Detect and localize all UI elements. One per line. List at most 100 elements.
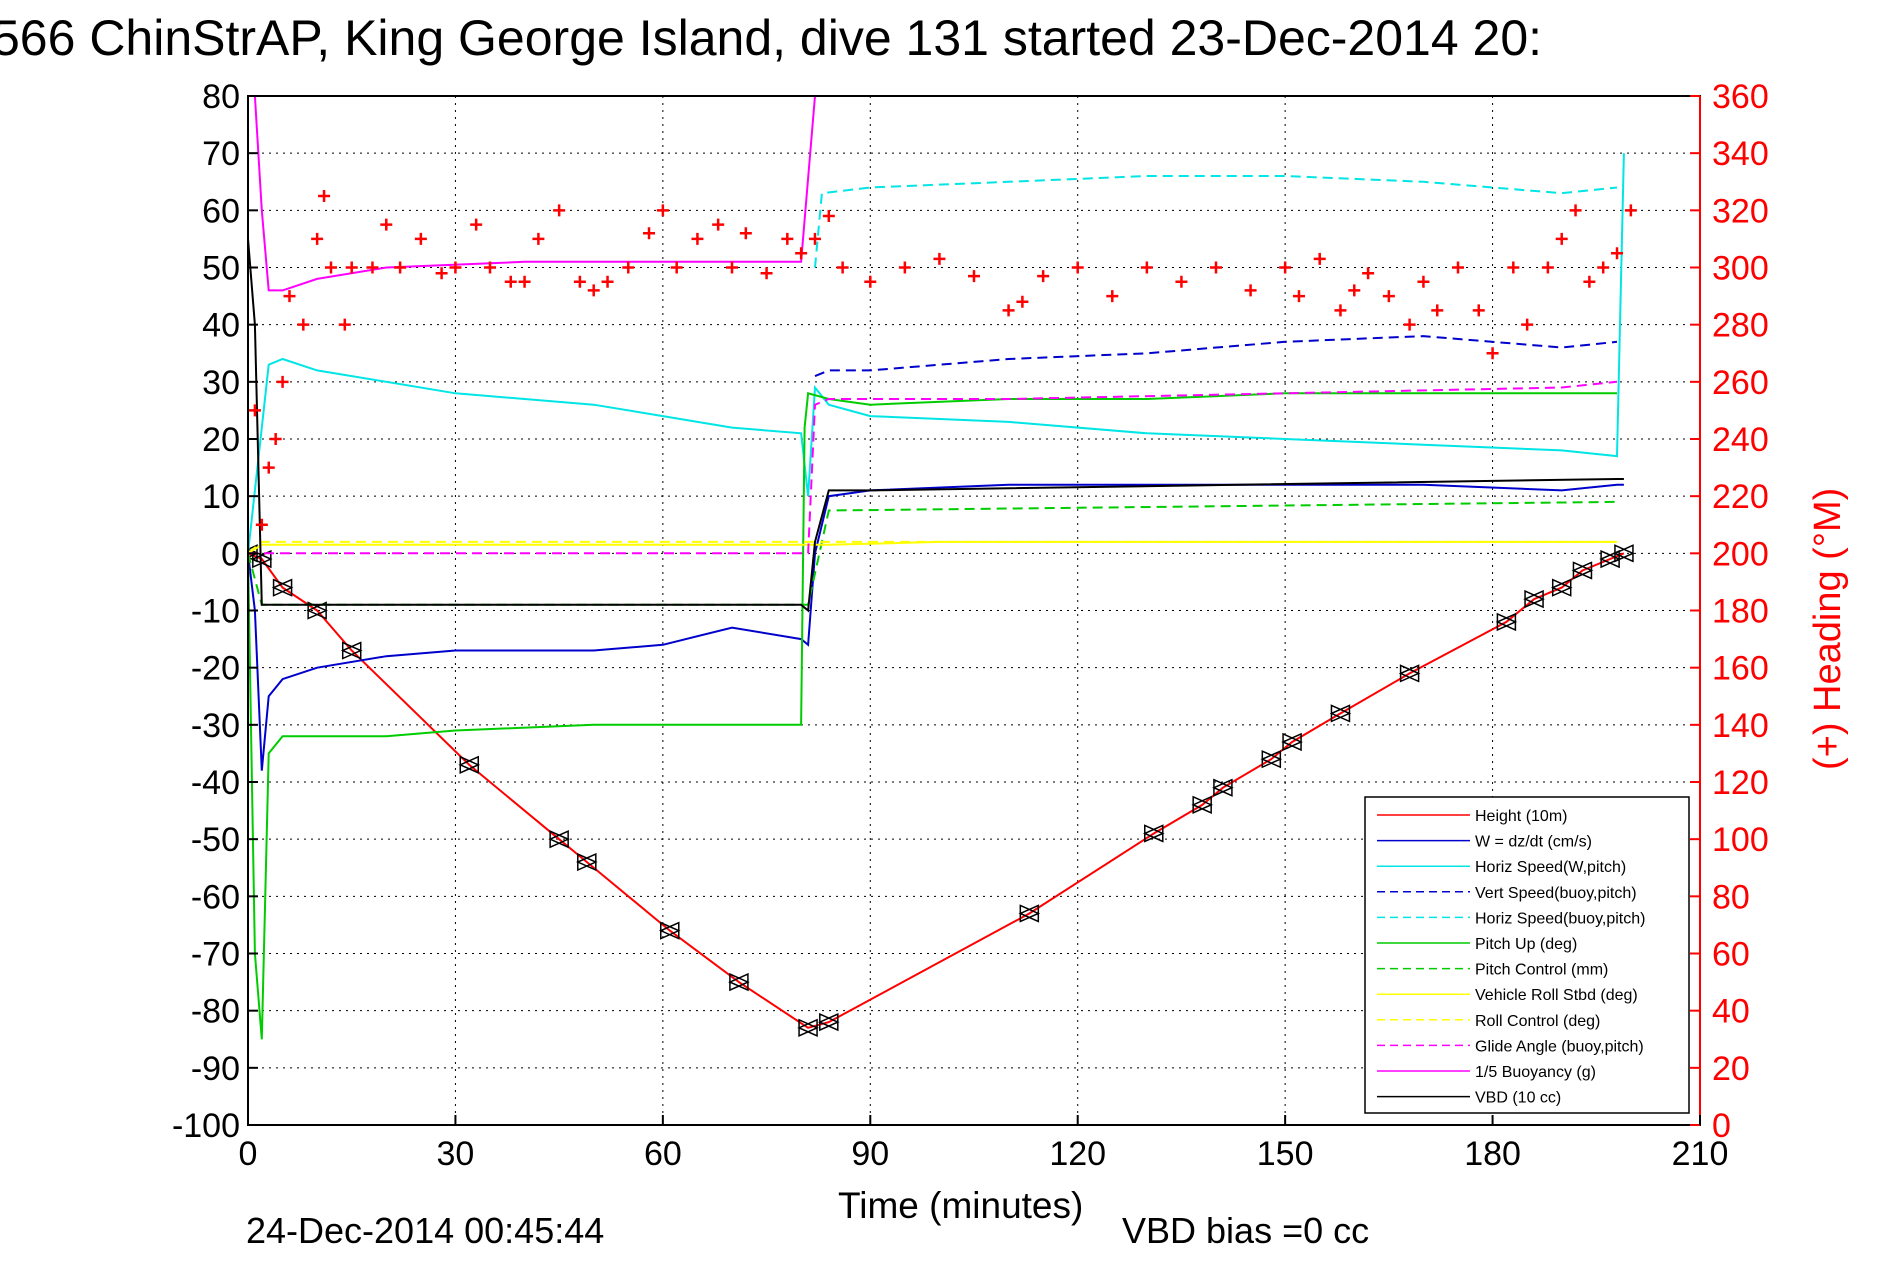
heading-point [670,261,683,274]
y-tick-label: -80 [191,993,240,1031]
y2-tick-label: 160 [1712,650,1769,688]
x-tick-label: 60 [644,1135,682,1173]
heading-point [1624,204,1637,217]
y-tick-label: 0 [221,535,240,573]
heading-point [1382,290,1395,303]
height-marker [1329,704,1352,723]
y-axis-left: 80 70 60 50 40 30 20 10 0 -10 -20 -30 -40 -50 -60 -70 -8… [172,78,258,1145]
heading-point [712,218,725,231]
height-marker [797,1018,819,1037]
heading-point [760,267,773,280]
height-marker [728,972,750,992]
heading-point [1521,318,1534,331]
series-line-vert-speed-buoy-pitch [814,335,1618,378]
heading-point [808,232,821,245]
series-group [248,96,1637,1040]
heading-point [968,270,980,283]
heading-point [1555,232,1568,245]
heading-point [1403,318,1416,331]
series-line-w-dz-dt-cm-s [248,483,1624,771]
heading-point [1071,261,1084,274]
height-marker [458,755,481,775]
series-line-vbd-10-cc [248,238,1624,613]
chart-title: 566 ChinStrAP, King George Island, dive … [0,10,1542,66]
y2-tick-label: 360 [1712,78,1769,116]
y2-tick-label: 100 [1712,821,1769,859]
height-marker [1613,544,1635,563]
heading-point [1431,304,1444,317]
heading-point [380,218,393,231]
legend-label: Glide Angle (buoy,pitch) [1475,1038,1644,1055]
heading-point [532,232,545,245]
height-marker [658,921,681,940]
series-line-glide-angle-buoy-pitch [248,380,1618,555]
heading-point [297,318,310,331]
x-tick-label: 0 [239,1135,258,1173]
legend-box [1364,796,1690,1114]
legend-label: 1/5 Buoyancy (g) [1475,1064,1596,1081]
y-tick-label: 80 [202,78,240,116]
y2-tick-label: 180 [1712,593,1769,631]
y-tick-label: -50 [191,821,240,859]
heading-point [587,284,600,297]
series-line-height-10m [248,552,1625,1029]
y2-tick-label: 260 [1712,364,1769,402]
heading-point [726,261,738,274]
heading-point [781,232,794,245]
heading-point [656,204,669,217]
y-tick-label: 50 [202,250,240,288]
heading-point [435,267,448,280]
heading-point [1210,261,1222,274]
height-marker [1550,578,1573,597]
heading-point [1507,261,1520,274]
x-axis: 0 30 60 90 120 150 180 210 [239,1115,1728,1173]
y-tick-label: 60 [202,192,240,230]
heading-point [1244,284,1257,297]
series-line-horiz-speed-w-pitch [248,153,1625,554]
y2-tick-label: 240 [1712,421,1769,459]
y-tick-label: 20 [202,421,240,459]
heading-point [1348,284,1361,297]
height-marker [1018,904,1041,923]
y-tick-label: -60 [191,878,240,916]
height-marker [575,852,598,872]
heading-point [622,261,635,274]
heading-point [1002,304,1015,317]
heading-point [1292,290,1305,303]
y-tick-label: 10 [202,478,240,516]
heading-point [1452,261,1464,274]
heading-point [276,375,289,388]
height-marker [817,1012,840,1032]
series-heading [248,190,1637,531]
height-marker [1260,749,1283,769]
height-marker [1191,795,1214,815]
heading-point [601,275,614,288]
y-tick-label: 70 [202,135,240,173]
heading-point [1541,261,1554,274]
y-tick-label: 40 [202,307,240,345]
heading-point [248,404,261,417]
heading-point [324,261,337,274]
heading-point [933,252,946,265]
y2-tick-label: 0 [1712,1107,1731,1145]
x-tick-label: 120 [1049,1135,1106,1173]
height-marker [1495,612,1518,632]
y2-tick-label: 140 [1712,707,1769,745]
legend-label: Pitch Up (deg) [1475,936,1577,953]
heading-point [573,275,586,288]
heading-point [345,261,358,274]
heading-point [394,261,407,274]
series-line-roll-control-deg [248,540,1617,555]
height-marker [340,641,363,660]
heading-point [898,261,911,274]
legend-label: VBD (10 cc) [1475,1090,1561,1107]
heading-point [1362,267,1375,280]
heading-point [366,261,379,274]
heading-point [1569,204,1582,217]
heading-point [1279,261,1292,274]
heading-point [1016,295,1029,308]
heading-point [269,433,282,445]
heading-point [1334,304,1347,317]
heading-point [864,275,877,288]
heading-point [470,218,483,231]
